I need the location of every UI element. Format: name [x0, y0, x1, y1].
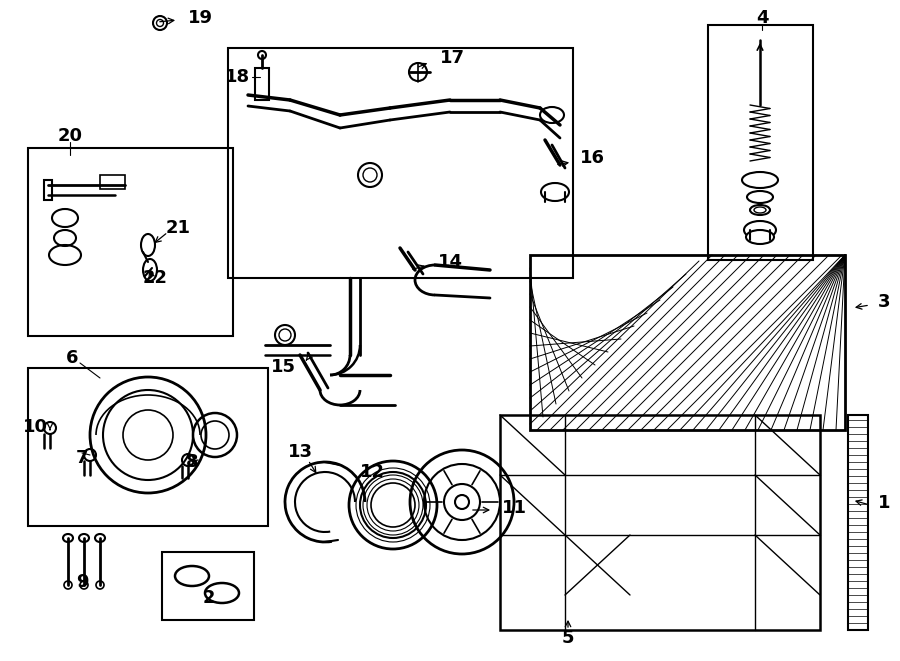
Bar [162, 552, 254, 620]
Text: 3: 3 [878, 293, 890, 311]
Text: 14: 14 [438, 253, 463, 271]
Bar [228, 48, 573, 278]
Text: 9: 9 [76, 573, 88, 591]
Text: 16: 16 [580, 149, 605, 167]
Bar [500, 415, 820, 630]
Bar [848, 415, 868, 630]
Text: 22: 22 [142, 269, 167, 287]
Text: 13: 13 [287, 443, 312, 461]
Text: 12: 12 [359, 463, 384, 481]
Text: 1: 1 [878, 494, 890, 512]
Text: 2: 2 [202, 589, 215, 607]
Text: 8: 8 [185, 453, 198, 471]
Ellipse shape [746, 230, 774, 244]
Text: 19: 19 [188, 9, 213, 27]
Text: 6: 6 [66, 349, 78, 367]
Circle shape [455, 495, 469, 509]
Text: 10: 10 [22, 418, 48, 436]
Bar [530, 255, 845, 430]
Text: 18: 18 [225, 68, 250, 86]
Text: 21: 21 [166, 219, 191, 237]
Text: 4: 4 [756, 9, 769, 27]
Bar [28, 148, 233, 336]
Bar [44, 180, 52, 200]
Bar [255, 68, 269, 100]
Bar [28, 368, 268, 526]
Bar [100, 175, 125, 189]
Bar [708, 25, 813, 260]
Text: 15: 15 [271, 358, 296, 376]
Text: 5: 5 [562, 629, 574, 647]
Text: 7: 7 [76, 449, 88, 467]
Text: 17: 17 [440, 49, 465, 67]
Text: 20: 20 [58, 127, 83, 145]
Text: 11: 11 [502, 499, 527, 517]
